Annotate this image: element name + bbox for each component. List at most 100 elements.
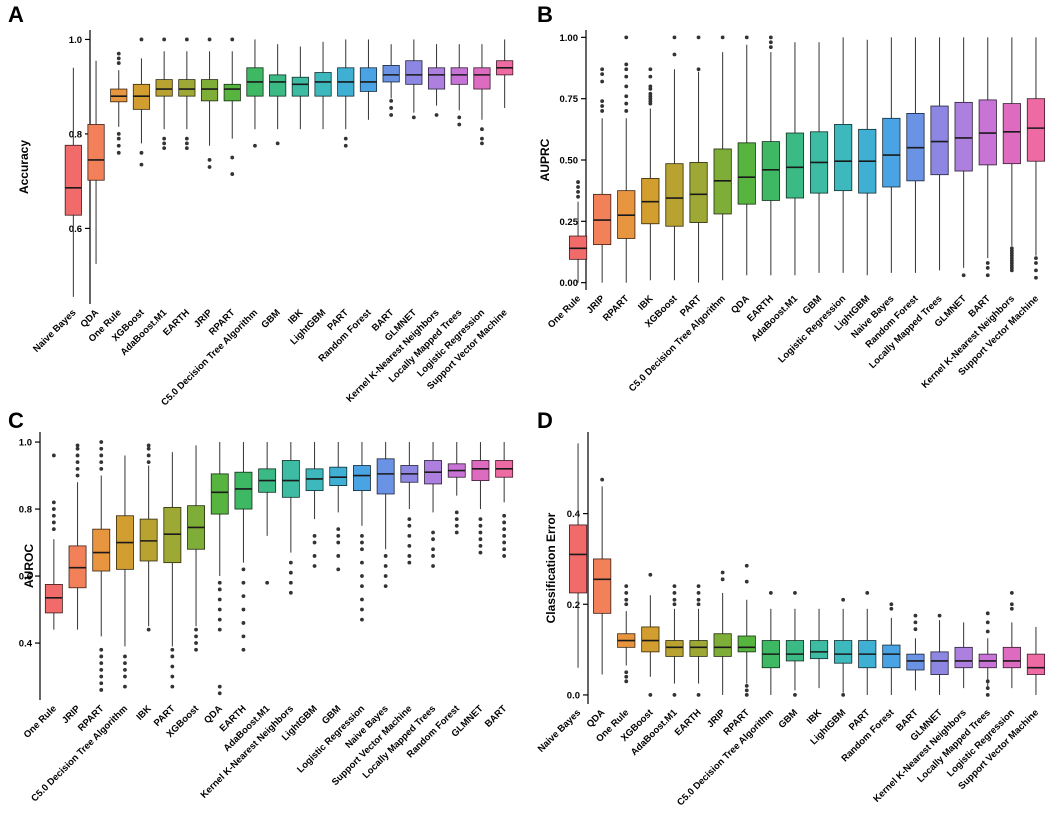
box-earth [761,35,780,276]
box-body [376,458,395,495]
outlier-point [389,113,394,117]
outlier-point [265,580,270,585]
box-jrip [593,67,612,283]
outlier-point [146,460,151,465]
box-body [200,79,219,102]
outlier-point [502,520,507,525]
outlier-point [985,273,990,278]
outlier-point [51,507,56,511]
box-part [163,452,182,689]
box-body [405,60,423,85]
outlier-point [51,500,56,505]
y-axis-title: AUPRC [538,138,552,181]
box-jrip [713,570,732,695]
box-body [450,67,468,85]
box-body [139,518,158,562]
box-locally-mapped-trees [978,611,997,697]
box-logistic-regression [834,37,853,273]
box-body [473,67,491,90]
outlier-point [407,554,412,558]
outlier-point [624,101,629,106]
outlier-point [51,513,56,518]
box-lightgbm [834,597,853,697]
box-body [665,163,684,227]
y-tick-label: 1.00 [560,33,579,44]
outlier-point [116,136,121,141]
outlier-point [889,602,894,607]
outlier-point [312,554,317,558]
outlier-point [288,580,293,585]
box-body [737,635,756,653]
box-body [427,67,446,90]
outlier-point [431,530,435,535]
outlier-point [407,517,412,521]
outlier-point [75,473,80,478]
box-body [737,142,756,205]
outlier-point [407,523,412,528]
outlier-point [720,35,725,40]
outlier-point [913,620,918,625]
box-gbm [785,591,805,697]
box-lightgbm [314,41,332,130]
outlier-point [985,261,990,265]
box-body [785,640,805,662]
box-glmnet [954,37,973,278]
box-body [210,473,229,515]
box-naive-bayes [64,67,82,297]
box-support-vector-machine [496,39,514,108]
outlier-point [170,684,175,689]
outlier-point [480,127,484,132]
box-gbm [269,44,287,146]
outlier-point [480,141,484,146]
y-tick-label: 0.0 [567,690,580,701]
outlier-point [696,597,701,602]
outlier-point [1034,268,1038,273]
y-axis-title: AUROC [22,544,36,588]
outlier-point [116,143,121,148]
outlier-point [123,674,127,679]
panel-d: D Classification Error 0.0 0.2 0.4 Naive Baye… [536,408,1046,808]
box-bart [382,44,400,117]
outlier-point [230,172,235,176]
outlier-point [624,602,629,607]
outlier-point [241,594,246,599]
y-tick-label: 0.8 [19,505,32,516]
box-naive-bayes [882,37,901,273]
box-xgboost [187,445,205,652]
outlier-point [217,627,222,632]
outlier-point [768,45,773,50]
box-naive-bayes [568,443,588,668]
outlier-point [672,52,677,57]
outlier-point [194,647,198,652]
outlier-point [1034,256,1038,261]
box-body [568,524,588,594]
box-body [1002,646,1021,669]
box-body [314,72,332,97]
y-axis-title: Accuracy [17,140,31,194]
outlier-point [194,634,198,639]
box-locally-mapped-trees [424,442,442,568]
outlier-point [75,443,80,448]
outlier-point [576,185,580,189]
box-body [359,67,378,92]
outlier-point [600,104,605,108]
outlier-point [288,560,293,565]
box-xgboost [641,572,660,697]
box-body [809,640,829,660]
outlier-point [841,693,846,697]
outlier-point [624,84,629,89]
outlier-point [648,572,653,577]
outlier-point [744,693,749,697]
box-body [665,640,684,657]
box-xgboost [132,37,151,167]
outlier-point [170,664,175,669]
box-xgboost [665,35,684,281]
box-body [269,74,287,97]
category-label: One Rule [546,293,583,330]
box-adaboost-m1 [785,42,805,276]
outlier-point [407,533,412,538]
y-tick-label: 0.50 [560,156,579,167]
